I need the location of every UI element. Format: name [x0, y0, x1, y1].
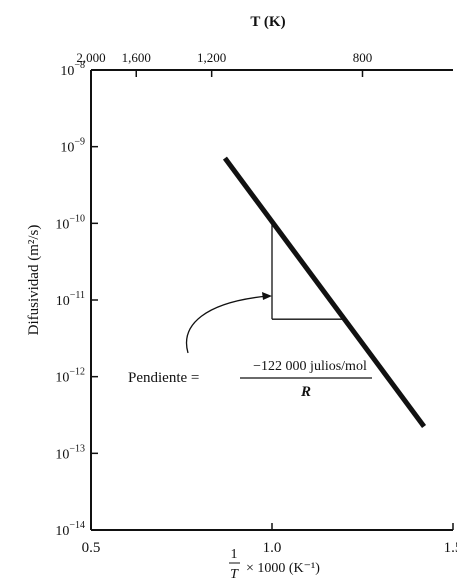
top-tick-label: 2,000	[76, 50, 105, 65]
x-axis-label: × 1000 (K⁻¹)	[246, 561, 320, 576]
slope-denominator: R	[300, 384, 311, 400]
top-tick-label: 800	[353, 50, 373, 65]
diffusivity-line	[222, 156, 427, 428]
axis-labels: T (K) Difusividad (m²/s) 1 T × 1000 (K⁻¹…	[26, 14, 320, 582]
x-tick-label: 1.0	[263, 540, 282, 556]
y-tick-label: 10−11	[56, 290, 85, 309]
annotation-arrow	[186, 295, 269, 354]
y-tick-label-exponent: −14	[69, 520, 85, 531]
y-tick-label-exponent: −10	[69, 213, 85, 224]
data-series	[222, 156, 427, 428]
top-tick-label: 1,200	[197, 50, 226, 65]
slope-numerator: −122 000 julios/mol	[253, 359, 367, 374]
slope-annotation: Pendiente = −122 000 julios/mol R	[128, 292, 372, 400]
y-tick-label: 10−13	[55, 443, 85, 462]
y-tick-label: 10−10	[55, 213, 85, 232]
axis-tick-labels: 0.51.01.510−810−910−1010−1110−1210−1310−…	[55, 50, 457, 556]
x-label-fraction-numerator: 1	[231, 547, 238, 562]
y-axis-label: Difusividad (m²/s)	[26, 225, 42, 336]
y-tick-label-exponent: −12	[69, 367, 85, 378]
top-tick-label: 1,600	[122, 50, 151, 65]
top-axis-label: T (K)	[250, 14, 285, 30]
y-tick-label-exponent: −9	[74, 137, 85, 148]
x-label-fraction-denominator: T	[230, 567, 239, 582]
axis-ticks	[90, 69, 454, 531]
y-tick-label-exponent: −8	[74, 60, 85, 71]
slope-label: Pendiente =	[128, 370, 199, 386]
x-tick-label: 0.5	[82, 540, 101, 556]
x-tick-label: 1.5	[444, 540, 457, 556]
y-tick-label-exponent: −13	[69, 443, 85, 454]
y-tick-label-exponent: −11	[70, 290, 85, 301]
y-tick-label: 10−14	[55, 520, 85, 539]
annotation-arrowhead	[262, 292, 272, 300]
y-tick-label: 10−9	[60, 137, 85, 156]
y-tick-label: 10−12	[55, 367, 85, 386]
slope-triangle	[271, 223, 345, 320]
